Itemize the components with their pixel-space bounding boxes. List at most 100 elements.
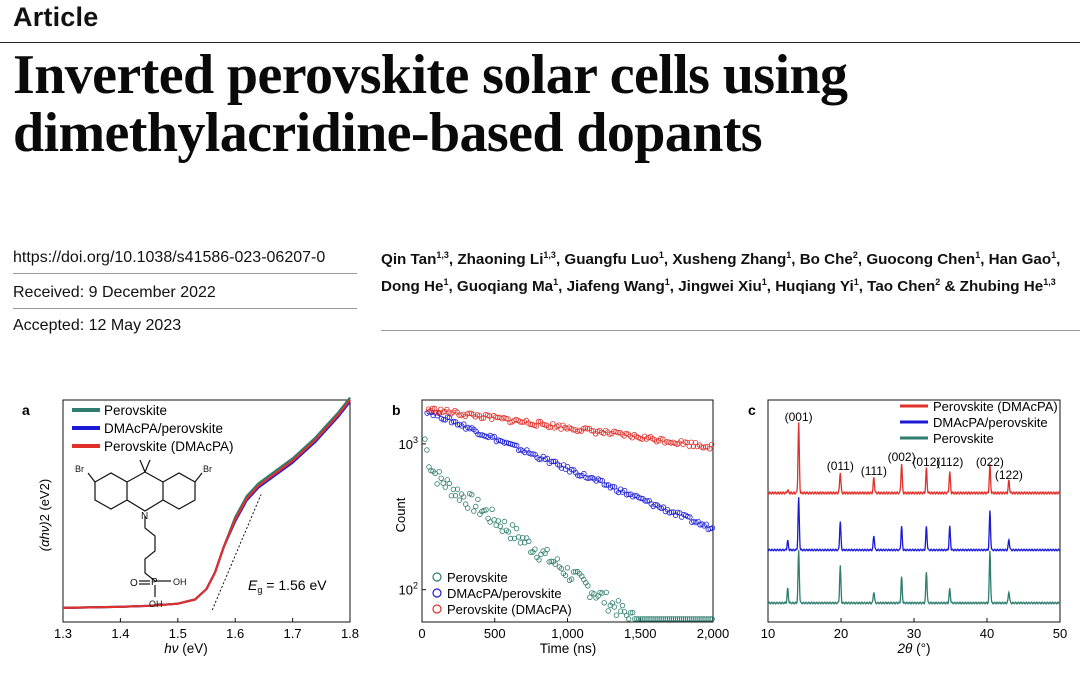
author-name[interactable]: Xusheng Zhang xyxy=(672,251,787,268)
author-name[interactable]: Zhubing He xyxy=(959,278,1044,295)
data-point xyxy=(709,441,715,448)
data-point xyxy=(642,616,648,622)
author-affiliation: 1 xyxy=(761,276,767,287)
legend-label-perovskite-dmacpa: Perovskite (DMAcPA) xyxy=(104,439,234,454)
data-point xyxy=(570,569,577,575)
x-tick-label: 1.4 xyxy=(111,626,129,641)
molecule-bridge-bottom xyxy=(126,499,164,512)
panel-b-y-ticks: 103 102 xyxy=(399,435,426,598)
author-name[interactable]: Qin Tan xyxy=(381,251,437,268)
author-name[interactable]: Jiafeng Wang xyxy=(566,278,665,295)
data-point xyxy=(623,430,629,437)
data-point xyxy=(497,523,503,529)
data-point xyxy=(517,540,524,546)
data-point xyxy=(601,600,607,606)
xrd-trace-dmacpa-perovskite xyxy=(767,497,1061,552)
data-point xyxy=(654,616,660,622)
peak-label: (111) xyxy=(861,464,887,478)
data-point xyxy=(646,616,652,622)
data-point xyxy=(446,480,453,487)
data-point xyxy=(501,518,508,525)
data-point xyxy=(685,513,691,520)
data-point xyxy=(670,616,677,622)
data-point xyxy=(630,609,636,616)
data-point xyxy=(483,507,489,513)
molecule-labels: Br Br N P O OH OH xyxy=(75,464,212,609)
data-point xyxy=(603,482,609,488)
data-point xyxy=(428,467,434,474)
panel-a-curves xyxy=(62,396,351,609)
author-list: Qin Tan1,3, Zhaoning Li1,3, Guangfu Luo1… xyxy=(381,246,1080,300)
data-point xyxy=(454,486,461,492)
panel-c-x-axis-label: 2θ (°) xyxy=(897,641,931,656)
peak-label: (022) xyxy=(976,455,1004,469)
author-affiliation: 2 xyxy=(935,276,941,287)
data-point xyxy=(503,415,509,422)
data-point xyxy=(634,616,640,622)
data-point xyxy=(666,616,673,622)
data-point xyxy=(709,616,715,622)
author-name[interactable]: Han Gao xyxy=(988,251,1052,268)
data-point xyxy=(624,492,630,498)
panel-b-legend: Perovskite DMAcPA/perovskite Perovskite … xyxy=(432,570,572,617)
data-point xyxy=(660,504,667,510)
author-name[interactable]: Guoqiang Ma xyxy=(456,278,554,295)
author-name[interactable]: Dong He xyxy=(381,278,444,295)
data-point xyxy=(544,455,550,462)
author-line: Dong He1, Guoqiang Ma1, Jiafeng Wang1, J… xyxy=(381,276,1056,295)
panel-letter-c: c xyxy=(748,402,756,418)
panel-a-x-axis-label: hν (eV) xyxy=(164,641,208,656)
author-name[interactable]: Zhaoning Li xyxy=(457,251,544,268)
author-name[interactable]: Guangfu Luo xyxy=(564,251,659,268)
doi-link[interactable]: https://doi.org/10.1038/s41586-023-06207… xyxy=(13,249,326,266)
bandgap-annotation: Eg = 1.56 eV xyxy=(248,577,327,595)
data-point xyxy=(632,616,638,622)
data-point xyxy=(515,534,522,540)
data-point xyxy=(685,616,691,622)
y-axis-symbol: (αhν) xyxy=(37,521,52,551)
x-tick-label: 0 xyxy=(418,626,425,641)
meta-divider xyxy=(13,308,357,309)
data-point xyxy=(682,616,689,622)
title-line-2: dimethylacridine-based dopants xyxy=(13,102,763,164)
data-point xyxy=(477,432,483,438)
data-point xyxy=(699,616,705,622)
author-name[interactable]: Guocong Chen xyxy=(866,251,976,268)
legend-label-perovskite: Perovskite xyxy=(447,570,508,585)
data-point xyxy=(697,616,703,622)
molecule-right-ring xyxy=(162,472,196,510)
peak-label: (112) xyxy=(936,455,963,469)
data-point xyxy=(613,612,620,618)
panel-c-x-ticks: 10 20 30 40 50 xyxy=(761,618,1067,641)
author-name[interactable]: Jingwei Xiu xyxy=(678,278,762,295)
x-axis-unit: (°) xyxy=(912,641,930,656)
legend-label-dmacpa-perovskite: DMAcPA/perovskite xyxy=(447,586,562,601)
data-point xyxy=(668,616,675,622)
data-point xyxy=(434,410,440,416)
data-point xyxy=(535,418,542,425)
data-point xyxy=(478,415,485,421)
x-axis-unit: (eV) xyxy=(179,641,208,656)
molecule-alkyl-chain xyxy=(144,516,156,582)
data-point xyxy=(656,616,662,622)
legend-label-dmacpa-perovskite: DMAcPA/perovskite xyxy=(104,421,223,436)
data-point xyxy=(548,558,554,564)
x-axis-symbol: 2θ xyxy=(897,641,914,656)
data-point xyxy=(689,616,695,622)
series-perovskite xyxy=(422,436,715,622)
molecule-left-ring xyxy=(94,472,128,510)
author-name[interactable]: Bo Che xyxy=(799,251,853,268)
data-point xyxy=(678,616,685,622)
author-name[interactable]: Huqiang Yi xyxy=(775,278,854,295)
data-point xyxy=(569,466,575,473)
x-tick-label: 40 xyxy=(980,626,994,641)
data-point xyxy=(676,616,683,622)
author-affiliation: 1 xyxy=(658,249,664,260)
panel-b-y-axis-label: Count xyxy=(393,497,408,532)
data-point xyxy=(664,616,670,622)
data-point xyxy=(707,446,713,452)
author-name[interactable]: Tao Chen xyxy=(867,278,936,295)
molecule-label-oh: OH xyxy=(149,599,163,609)
data-point xyxy=(601,482,607,488)
data-point xyxy=(469,491,475,498)
